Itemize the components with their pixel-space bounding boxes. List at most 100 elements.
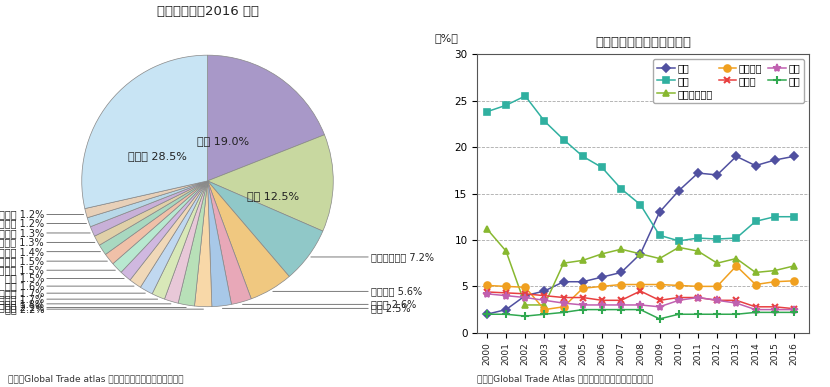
中国: [769, 158, 779, 163]
Wedge shape: [152, 181, 208, 299]
Text: フランス 1.2%: フランス 1.2%: [0, 219, 86, 229]
チリ: [540, 312, 549, 317]
Text: ベルギー 1.7%: ベルギー 1.7%: [0, 294, 158, 304]
日本: [674, 298, 684, 303]
Line: 米国: 米国: [484, 93, 797, 244]
オランダ: [655, 282, 665, 287]
日本: [578, 303, 588, 307]
Wedge shape: [81, 55, 208, 209]
日本: [501, 293, 511, 298]
ドイツ: [482, 289, 492, 294]
Wedge shape: [164, 181, 208, 303]
Wedge shape: [105, 181, 208, 264]
アルゼンチン: [674, 245, 684, 250]
Text: イタリア 1.8%: イタリア 1.8%: [0, 299, 171, 309]
日本: [712, 298, 722, 303]
米国: [578, 154, 588, 159]
日本: [655, 305, 665, 309]
中国: [540, 289, 549, 293]
ドイツ: [501, 291, 511, 295]
ドイツ: [769, 305, 779, 309]
チリ: [769, 310, 779, 315]
Text: 日本 2.5%: 日本 2.5%: [222, 303, 411, 313]
米国: [731, 236, 741, 240]
チリ: [501, 312, 511, 317]
チリ: [674, 312, 684, 317]
アルゼンチン: [731, 256, 741, 261]
日本: [750, 307, 760, 312]
中国: [482, 312, 492, 317]
Legend: 中国, 米国, アルゼンチン, オランダ, ドイツ, 日本, チリ: 中国, 米国, アルゼンチン, オランダ, ドイツ, 日本, チリ: [653, 59, 804, 103]
日本: [559, 301, 569, 305]
アルゼンチン: [540, 303, 549, 307]
日本: [520, 295, 530, 300]
米国: [616, 187, 626, 191]
日本: [769, 307, 779, 312]
Wedge shape: [208, 181, 289, 299]
米国: [693, 236, 703, 240]
ドイツ: [616, 298, 626, 303]
Text: アルゼンチン 7.2%: アルゼンチン 7.2%: [310, 252, 434, 262]
米国: [482, 110, 492, 114]
Wedge shape: [208, 181, 251, 304]
チリ: [597, 307, 607, 312]
中国: [520, 293, 530, 298]
チリ: [616, 307, 626, 312]
Wedge shape: [121, 181, 208, 280]
チリ: [636, 307, 646, 312]
Wedge shape: [178, 181, 208, 306]
ドイツ: [655, 298, 665, 303]
Text: ドイツ 2.6%: ドイツ 2.6%: [242, 299, 416, 309]
ドイツ: [693, 295, 703, 300]
中国: [636, 252, 646, 256]
オランダ: [731, 264, 741, 268]
Text: 中国 19.0%: 中国 19.0%: [197, 136, 249, 146]
中国: [750, 163, 760, 168]
オランダ: [636, 282, 646, 287]
ドイツ: [559, 295, 569, 300]
米国: [501, 103, 511, 108]
Wedge shape: [208, 181, 232, 307]
Text: 資料：Global Trade Atlas のデータから経済産業省作成。: 資料：Global Trade Atlas のデータから経済産業省作成。: [477, 374, 653, 383]
オランダ: [482, 283, 492, 288]
オランダ: [578, 286, 588, 291]
Wedge shape: [90, 181, 208, 236]
Text: メキシコ 2.1%: メキシコ 2.1%: [0, 302, 186, 312]
アルゼンチン: [636, 252, 646, 256]
Text: オランダ 5.6%: オランダ 5.6%: [273, 286, 422, 296]
米国: [636, 202, 646, 207]
チリ: [482, 312, 492, 317]
中国: [731, 154, 741, 159]
Wedge shape: [208, 135, 334, 231]
Text: 資料：Global Trade atlas のデータから経済産業省作成。: 資料：Global Trade atlas のデータから経済産業省作成。: [8, 374, 183, 383]
チリ: [750, 310, 760, 315]
アルゼンチン: [520, 303, 530, 307]
Text: その他 28.5%: その他 28.5%: [128, 151, 187, 161]
中国: [655, 210, 665, 214]
米国: [559, 137, 569, 142]
チリ: [655, 317, 665, 321]
米国: [655, 233, 665, 238]
オランダ: [616, 282, 626, 287]
日本: [789, 307, 799, 312]
オランダ: [769, 279, 779, 284]
Line: 中国: 中国: [484, 154, 797, 317]
中国: [559, 279, 569, 284]
Text: サウジアラビア 1.3%: サウジアラビア 1.3%: [0, 237, 95, 247]
中国: [674, 188, 684, 193]
Text: スペイン 1.4%: スペイン 1.4%: [0, 247, 100, 257]
米国: [789, 214, 799, 219]
米国: [769, 214, 779, 219]
オランダ: [693, 284, 703, 289]
ドイツ: [540, 293, 549, 298]
オランダ: [597, 284, 607, 289]
Text: 米国 12.5%: 米国 12.5%: [247, 191, 299, 201]
ドイツ: [731, 298, 741, 303]
日本: [482, 291, 492, 296]
Line: 日本: 日本: [483, 289, 798, 314]
Text: ウルグアイ 1.5%: ウルグアイ 1.5%: [0, 256, 107, 266]
中国: [501, 307, 511, 312]
Title: 輸出相手国（2016 年）: 輸出相手国（2016 年）: [157, 5, 258, 19]
オランダ: [520, 285, 530, 289]
中国: [693, 171, 703, 175]
